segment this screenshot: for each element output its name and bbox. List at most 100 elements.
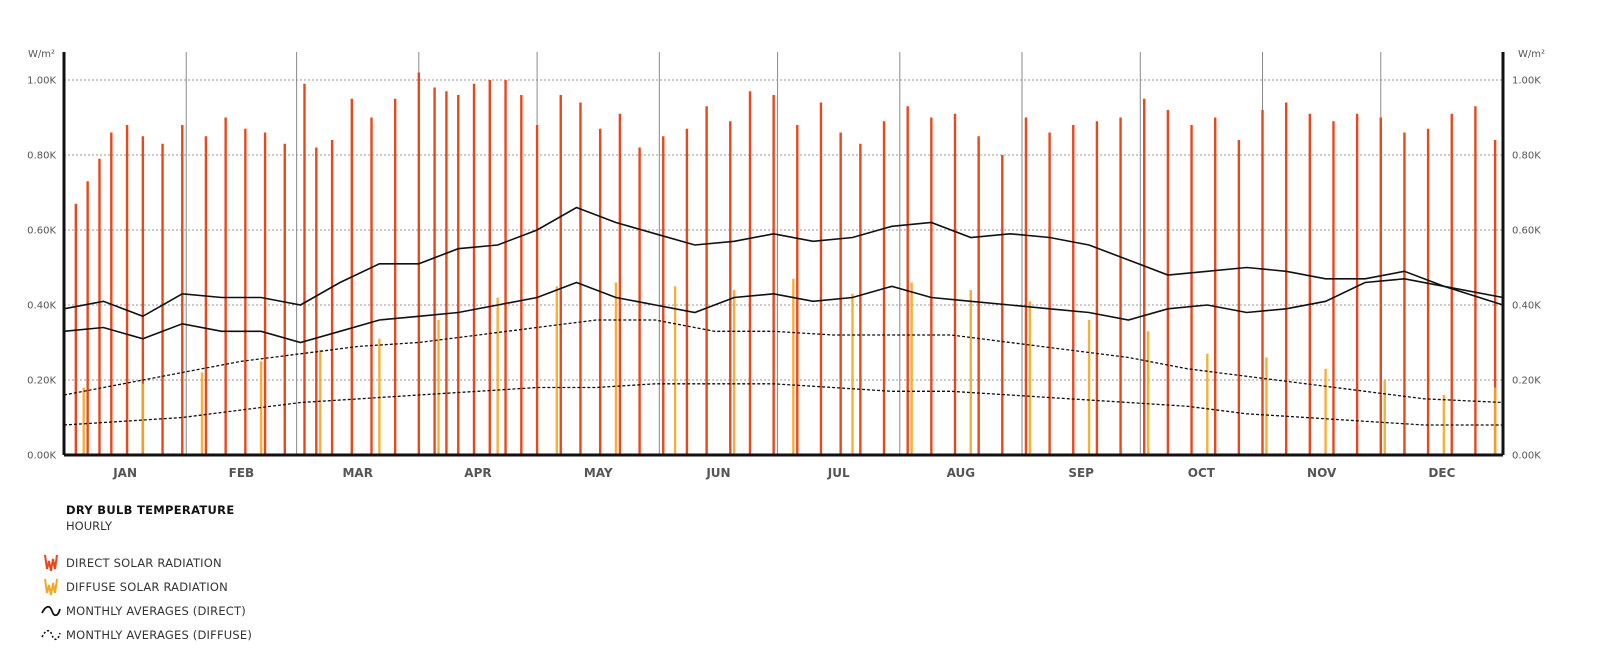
monthly-average-diffuse-line [63,383,1503,426]
direct-radiation-bar [1048,132,1051,455]
diffuse-radiation-bar [319,350,322,455]
diffuse-radiation-bar [733,290,736,455]
direct-radiation-bar [520,95,523,455]
direct-radiation-bar [906,106,909,455]
direct-radiation-bar [283,143,286,455]
direct-radiation-bar [330,140,334,455]
direct-radiation-bar [579,102,582,455]
direct-radiation-bar [457,95,460,455]
direct-radiation-bar [303,83,306,455]
y-tick-label-left: 0.20K [27,376,56,387]
direct-radiation-bar [535,125,539,455]
y-tick-label-left: 0.60K [27,226,56,237]
monthly-average-diffuse-line [63,319,1504,404]
month-label: MAY [584,466,613,480]
y-tick-label-left: 0.80K [27,151,56,162]
diffuse-radiation-bar [1146,331,1150,455]
direct-radiation-bar [1095,121,1099,455]
diffuse-radiation-icon [44,578,58,596]
diffuse-radiation-bar [496,297,499,455]
diffuse-radiation-bar [1206,353,1209,455]
direct-radiation-bar [729,121,732,455]
direct-radiation-bar [504,80,507,455]
direct-radiation-bar [1426,128,1430,455]
diffuse-radiation-bar [792,278,795,455]
diffuse-radiation-bar [141,383,145,455]
diffuse-radiation-bar [614,282,618,455]
direct-radiation-bar [244,128,247,455]
axes [62,52,1505,457]
direct-radiation-bar [705,106,708,455]
y-tick-label-left: 1.00K [27,76,56,87]
direct-radiation-bar [370,117,373,455]
direct-radiation-bar [1261,110,1264,455]
direct-radiation-bar [98,158,101,455]
solid-line-icon [41,605,61,617]
legend-item-diffuse: DIFFUSE SOLAR RADIATION [40,575,252,599]
legend-item-avg-direct: MONTHLY AVERAGES (DIRECT) [40,599,252,623]
direct-radiation-bar [772,95,775,455]
month-label: SEP [1068,466,1094,480]
direct-radiation-bar [445,91,448,455]
direct-radiation-bar [110,132,113,455]
month-label: MAR [342,466,372,480]
direct-radiation-bar [1379,117,1382,455]
solar-radiation-chart: W/m² W/m² 0.00K 0.00K 0.20K 0.20K 0.40K 0.40K… [27,49,1545,480]
y-tick-label-right: 0.80K [1512,151,1541,162]
direct-radiation-bar [1072,125,1075,455]
diffuse-radiation-bar [1383,380,1386,455]
legend-item-avg-diffuse: MONTHLY AVERAGES (DIFFUSE) [40,623,252,647]
direct-radiation-bar [1332,121,1335,455]
direct-radiation-bar [1450,113,1453,455]
diffuse-radiation-bar [673,286,677,455]
y-tick-label-right: 0.40K [1512,301,1541,312]
direct-radiation-bar [1166,110,1170,455]
direct-radiation-bar [953,113,957,455]
month-label: NOV [1307,466,1337,480]
direct-radiation-bar [1474,106,1477,455]
legend-title: DRY BULB TEMPERATURE [66,503,235,517]
y-tick-label-left: 0.00K [27,451,56,462]
month-label: JUN [705,466,730,480]
diffuse-radiation-bar [1324,368,1327,455]
diffuse-radiation-bar [82,387,85,455]
month-label: APR [464,466,491,480]
y-tick-label-right: 0.00K [1512,451,1541,462]
direct-radiation-bar [1493,140,1497,455]
y-unit-left: W/m² [28,49,55,60]
y-tick-label-right: 0.60K [1512,226,1541,237]
direct-radiation-icon [44,554,58,572]
direct-radiation-bar [488,80,491,455]
direct-radiation-bar [1237,140,1241,455]
direct-radiation-bar [161,143,164,455]
monthly-average-direct-line [63,277,1504,344]
legend-label-avg-direct: MONTHLY AVERAGES (DIRECT) [66,604,246,618]
direct-radiation-bar [930,117,933,455]
legend-label-diffuse: DIFFUSE SOLAR RADIATION [66,580,228,594]
direct-radiation-bar [125,125,129,455]
average-lines [63,206,1504,426]
diffuse-radiation-bar [1493,387,1497,455]
dashed-line-icon [41,629,61,641]
direct-radiation-bar [662,136,665,455]
diffuse-radiation-bar [1087,320,1091,455]
direct-radiation-bar [685,128,689,455]
direct-radiation-bar [1403,132,1406,455]
direct-radiation-bar [181,125,184,455]
diffuse-radiation-bar [910,282,913,455]
diffuse-radiation-bar [378,338,381,455]
month-label: AUG [947,466,976,480]
direct-radiation-bar [859,143,862,455]
month-label: JUL [827,466,850,480]
month-label: FEB [229,466,255,480]
direct-radiation-bar [1024,117,1028,455]
y-tick-label-left: 0.40K [27,301,56,312]
legend-item-direct: DIRECT SOLAR RADIATION [40,551,252,575]
diffuse-radiation-bar [437,320,440,455]
diffuse-radiation-bar [1442,395,1446,455]
diffuse-radiation-bars [82,278,1497,455]
direct-radiation-bar [618,113,622,455]
direct-radiation-bar [315,147,318,455]
direct-radiation-bar [141,136,145,455]
diffuse-radiation-bar [969,290,972,455]
